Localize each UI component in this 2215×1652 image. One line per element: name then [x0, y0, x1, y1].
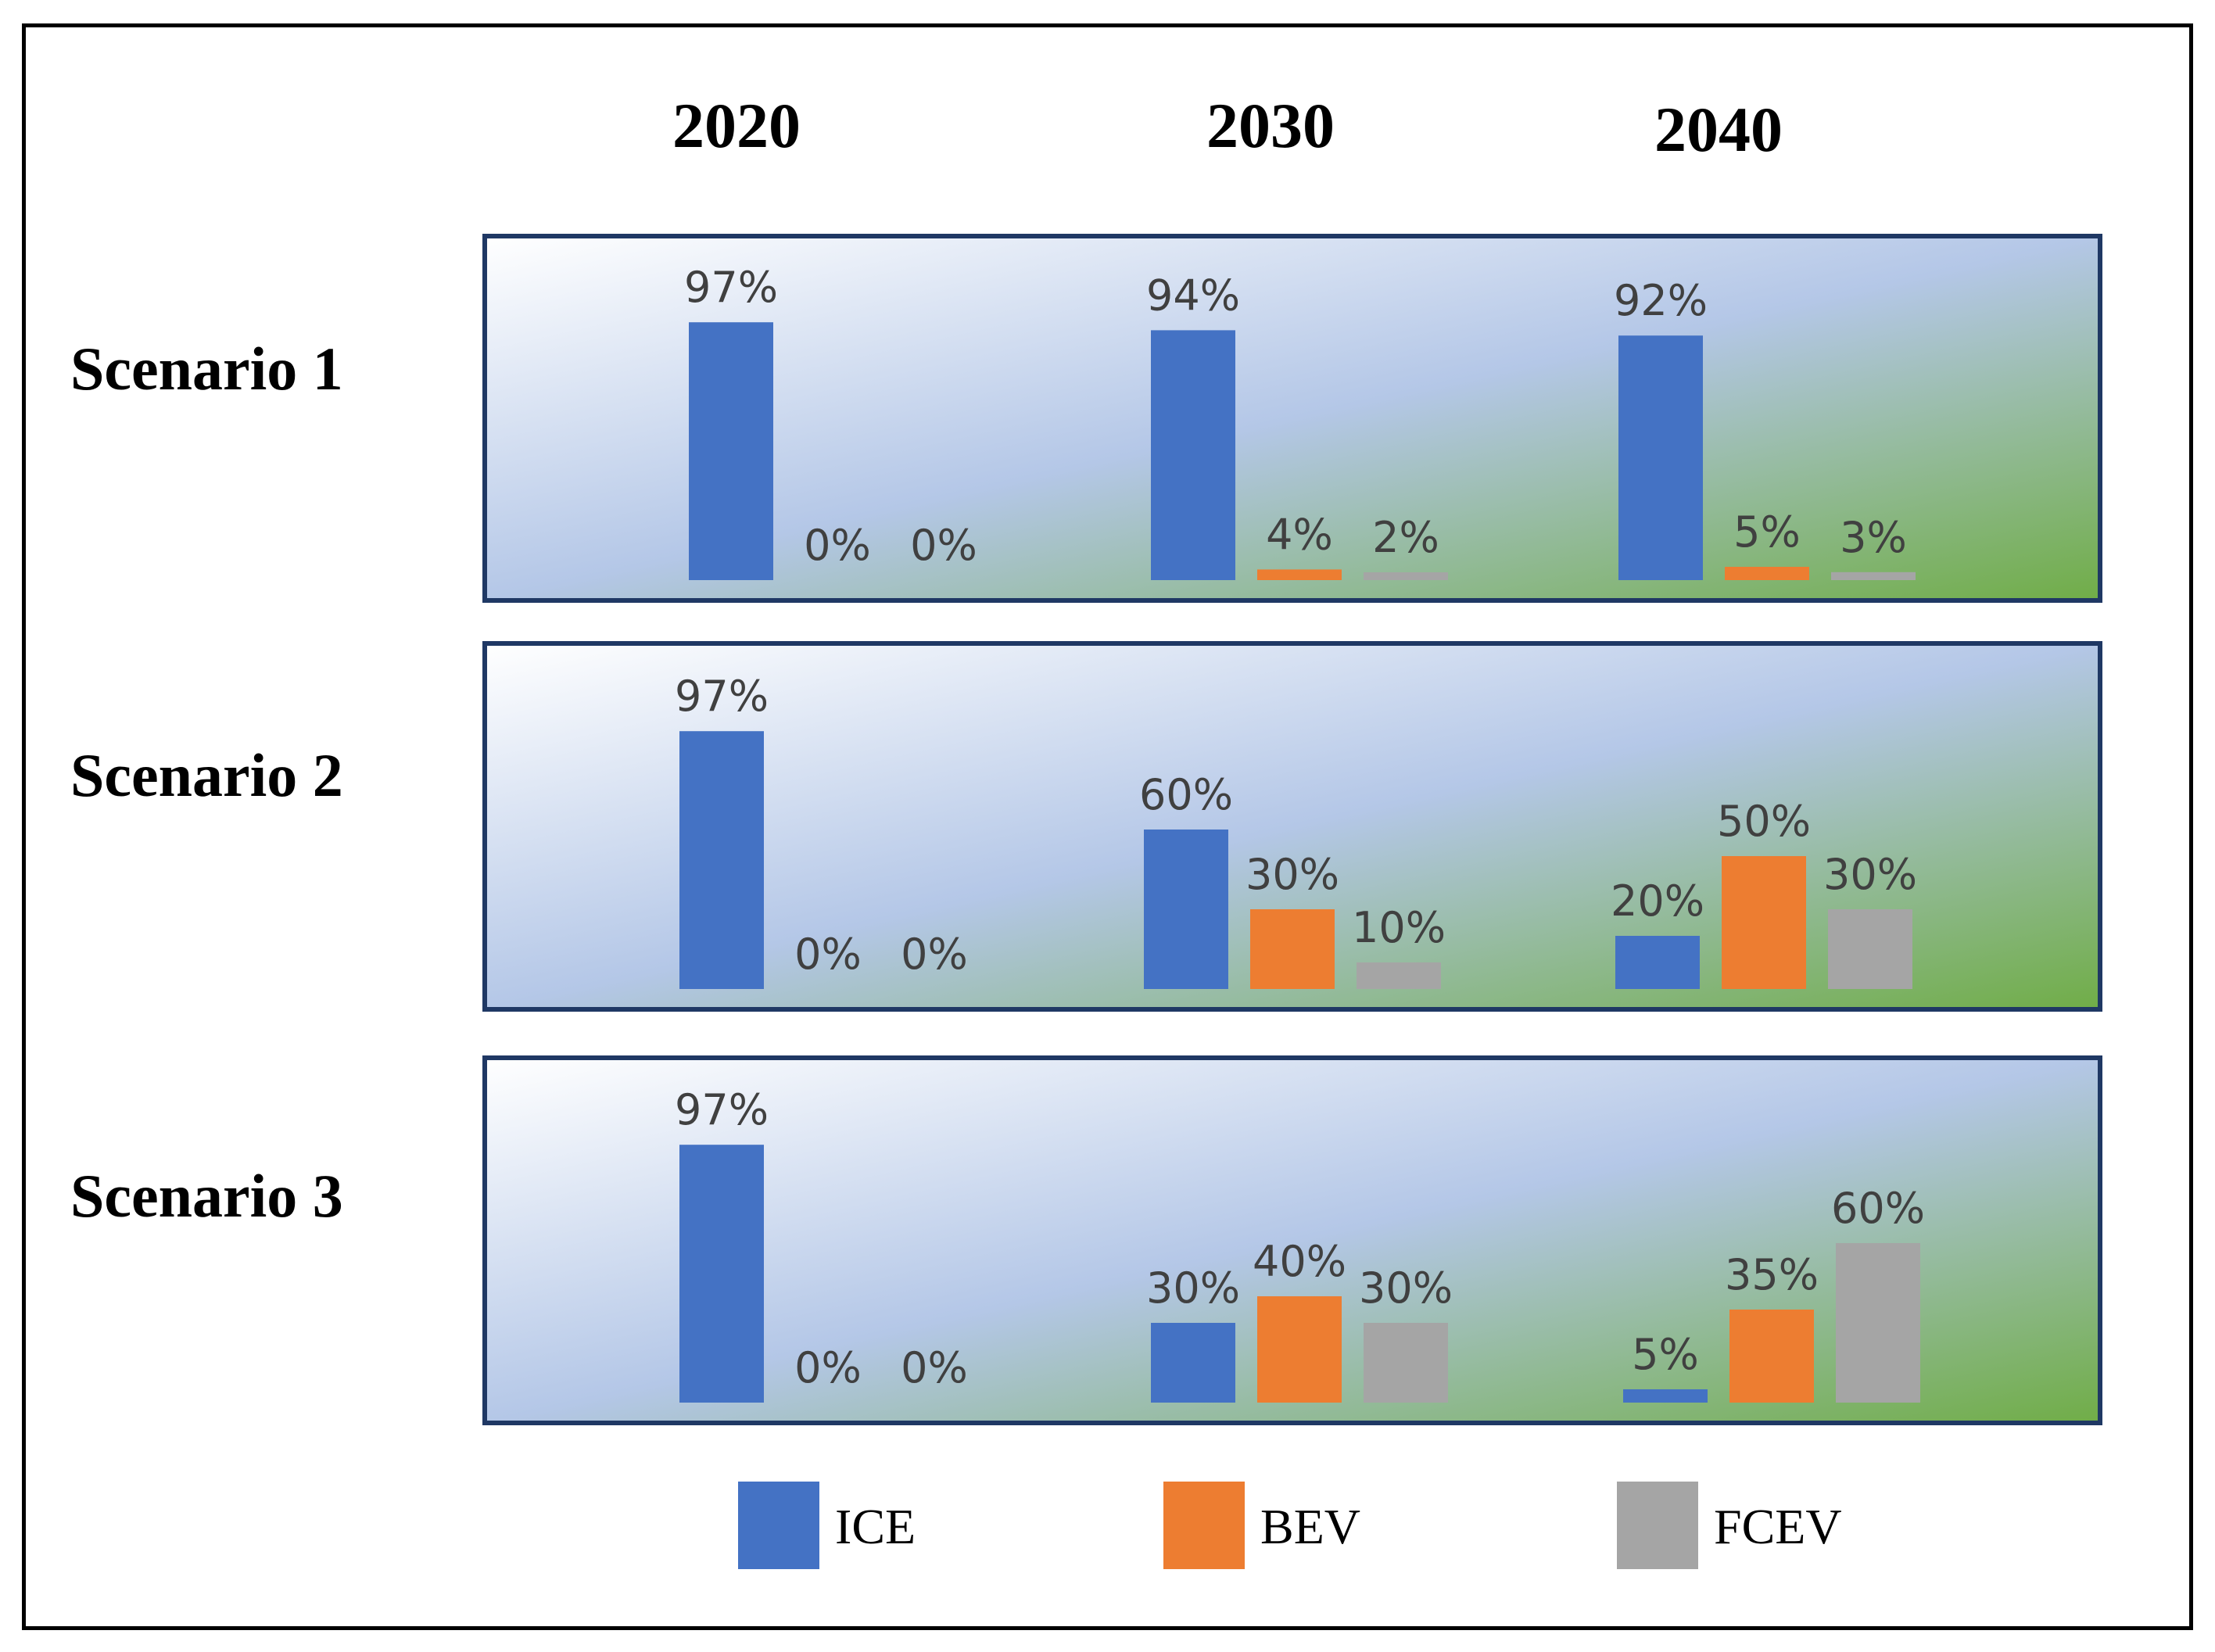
data-label-ice: 5% [1632, 1330, 1699, 1379]
bar-ice [1144, 830, 1228, 989]
legend-label: FCEV [1714, 1499, 1842, 1554]
legend-label: BEV [1260, 1499, 1360, 1554]
data-label-ice: 20% [1611, 876, 1704, 926]
data-label-bev: 4% [1266, 510, 1333, 559]
group-2040: 20% 50%30% [1611, 797, 1917, 989]
bar-bev [1257, 1296, 1342, 1403]
data-label-bev: 30% [1245, 850, 1339, 899]
data-label-fcev: 3% [1840, 513, 1907, 562]
year-label-2020: 2020 [672, 90, 801, 161]
legend-item-fcev: FCEV [1617, 1482, 1842, 1569]
group-2030: 60%30% 10% [1139, 770, 1446, 989]
bar-ice [679, 1145, 764, 1403]
scenario-label: Scenario 2 [70, 741, 343, 809]
data-label-bev: 0% [804, 521, 871, 570]
legend-swatch [1617, 1482, 1698, 1569]
data-label-fcev: 0% [910, 521, 977, 570]
data-label-ice: 92% [1614, 276, 1708, 325]
group-2040: 5% 35%60% [1623, 1184, 1925, 1403]
panel-scenario-2: Scenario 297%0% 0%60%30%10%20%50%30% [70, 641, 2102, 1012]
year-label-2030: 2030 [1206, 90, 1335, 161]
bar-bev [1257, 569, 1342, 580]
data-label-ice: 97% [675, 672, 769, 721]
data-label-ice: 97% [684, 263, 778, 312]
scenario-label: Scenario 1 [70, 335, 343, 403]
scenario-label: Scenario 3 [70, 1162, 343, 1230]
group-2020: 97% 0% 0% [684, 263, 977, 580]
data-label-bev: 40% [1253, 1237, 1346, 1286]
data-label-bev: 50% [1717, 797, 1811, 846]
bar-ice [1618, 335, 1703, 580]
data-label-fcev: 0% [901, 930, 968, 979]
legend-item-bev: BEV [1163, 1482, 1360, 1569]
bar-fcev [1357, 962, 1441, 989]
bar-fcev [1831, 572, 1916, 580]
bar-fcev [1828, 909, 1912, 989]
data-label-fcev: 2% [1372, 513, 1439, 562]
group-2030: 30% 40% 30% [1146, 1237, 1453, 1403]
bar-fcev [1364, 572, 1448, 580]
bar-ice [1151, 330, 1235, 580]
data-label-bev: 5% [1733, 507, 1801, 557]
bar-bev [1250, 909, 1335, 989]
bar-fcev [1836, 1243, 1920, 1403]
year-label-2040: 2040 [1654, 94, 1783, 165]
bar-bev [1722, 856, 1806, 989]
legend: ICE BEV FCEV [738, 1482, 1842, 1569]
data-label-fcev: 30% [1359, 1263, 1453, 1313]
group-2040: 92% 5% 3% [1614, 276, 1916, 580]
bar-fcev [1364, 1323, 1448, 1403]
bar-bev [1725, 567, 1809, 580]
bar-bev [1729, 1310, 1814, 1403]
year-headers: 2020 2030 2040 [672, 90, 1783, 165]
data-label-fcev: 10% [1352, 903, 1446, 952]
data-label-ice: 97% [675, 1085, 769, 1134]
group-2020: 97% 0% 0% [675, 672, 968, 989]
data-label-fcev: 0% [901, 1343, 968, 1392]
group-2030: 94% 4% 2% [1146, 271, 1448, 580]
data-label-ice: 30% [1146, 1263, 1240, 1313]
data-label-fcev: 30% [1823, 850, 1917, 899]
data-label-fcev: 60% [1831, 1184, 1925, 1233]
panel-scenario-3: Scenario 3 97% 0% 0% 30% 40% 30% 5% 35%60% [70, 1055, 2102, 1425]
legend-swatch [1163, 1482, 1245, 1569]
data-label-bev: 0% [794, 930, 862, 979]
scenario-panels: Scenario 197%0% 0%94%4% 2%92%5% 3%Scenario … [70, 234, 2102, 1425]
data-label-ice: 94% [1146, 271, 1240, 320]
group-2020: 97% 0% 0% [675, 1085, 968, 1403]
data-label-bev: 0% [794, 1343, 862, 1392]
bar-ice [1615, 936, 1700, 989]
bar-ice [679, 731, 764, 989]
bar-ice [689, 322, 773, 580]
data-label-ice: 60% [1139, 770, 1233, 819]
bar-ice [1151, 1323, 1235, 1403]
legend-label: ICE [835, 1499, 916, 1554]
legend-swatch [738, 1482, 819, 1569]
legend-item-ice: ICE [738, 1482, 916, 1569]
data-label-bev: 35% [1725, 1250, 1819, 1299]
bar-ice [1623, 1389, 1708, 1403]
panel-scenario-1: Scenario 1 97% 0% 0% 94% 4% 2% 92% 5% 3% [70, 234, 2102, 603]
